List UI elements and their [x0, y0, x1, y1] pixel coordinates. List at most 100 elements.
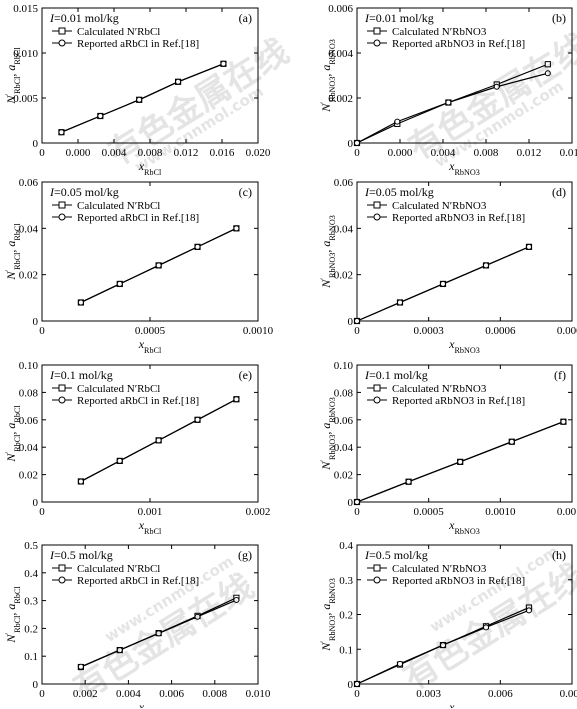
y-tick-label: 0.06	[19, 415, 39, 427]
legend-entry: Reported aRbNO3 in Ref.[18]	[392, 212, 525, 224]
x-tick-label: 0	[39, 147, 45, 159]
data-point-circle	[59, 130, 64, 135]
data-point-circle	[195, 244, 200, 249]
x-tick-label: 0.002	[73, 688, 98, 700]
x-tick-label: 0.016	[560, 147, 577, 159]
data-point-circle	[355, 500, 360, 505]
x-tick-label: 0.008	[474, 147, 499, 159]
ionic-strength-annotation: I=0.5 mol/kg	[364, 548, 428, 562]
data-point-circle	[484, 263, 489, 268]
x-tick-label: 0	[354, 325, 360, 337]
y-axis-label-group: N′RbNO3, aRbNO3	[319, 578, 337, 652]
y-tick-label: 0.06	[334, 415, 354, 427]
legend-entry: Reported aRbCl in Ref.[18]	[77, 395, 199, 407]
legend-square-marker	[59, 565, 65, 571]
x-axis-label: xRbNO3	[448, 337, 480, 355]
series-line-reported	[61, 64, 223, 132]
legend-entry: Calculated N′RbCl	[77, 200, 160, 212]
data-point-circle	[234, 397, 239, 402]
data-point-circle	[509, 439, 514, 444]
legend-entry: Calculated N′RbCl	[77, 563, 160, 575]
y-tick-label: 0.2	[24, 623, 38, 635]
x-tick-label: 0.004	[116, 688, 141, 700]
y-tick-label: 0.06	[19, 177, 39, 189]
legend-square-marker	[59, 385, 65, 391]
legend-entry: Reported aRbNO3 in Ref.[18]	[392, 38, 525, 50]
y-tick-label: 0	[33, 138, 39, 150]
y-tick-label: 0.08	[19, 387, 39, 399]
y-tick-label: 0.3	[339, 575, 353, 587]
data-point-circle	[221, 61, 226, 66]
x-tick-label: 0.0010	[485, 506, 516, 518]
data-point-circle	[494, 84, 499, 89]
y-tick-label: 0.1	[339, 644, 353, 656]
legend-entry: Reported aRbNO3 in Ref.[18]	[392, 575, 525, 587]
series-line-calculated	[357, 64, 548, 143]
legend-entry: Reported aRbCl in Ref.[18]	[77, 212, 199, 224]
y-tick-label: 0	[348, 316, 354, 328]
data-point-circle	[78, 479, 83, 484]
data-point-circle	[406, 479, 411, 484]
x-tick-label: 0.016	[210, 147, 235, 159]
x-tick-label: 0.008	[138, 147, 163, 159]
x-tick-label: 0.0015	[557, 506, 577, 518]
x-tick-label: 0.0006	[485, 325, 516, 337]
data-point-circle	[355, 682, 360, 687]
legend-circle-marker	[374, 214, 380, 220]
data-point-circle	[484, 625, 489, 630]
y-tick-label: 0.06	[334, 177, 354, 189]
x-tick-label: 0.001	[138, 506, 163, 518]
data-point-circle	[545, 71, 550, 76]
ionic-strength-annotation: I=0.05 mol/kg	[49, 185, 119, 199]
x-tick-label: 0.004	[431, 147, 456, 159]
data-point-square	[545, 62, 550, 67]
data-point-circle	[441, 643, 446, 648]
data-point-circle	[117, 281, 122, 286]
y-tick-label: 0	[33, 497, 39, 509]
legend-circle-marker	[59, 397, 65, 403]
legend-entry: Calculated N′RbCl	[77, 26, 160, 38]
x-tick-label: 0.0009	[557, 325, 577, 337]
y-tick-label: 0.02	[19, 470, 38, 482]
legend-square-marker	[59, 28, 65, 34]
y-tick-label: 0.08	[334, 387, 354, 399]
data-point-circle	[195, 614, 200, 619]
legend-square-marker	[374, 385, 380, 391]
x-tick-label: 0.008	[202, 688, 227, 700]
y-axis-label: N′RbNO3, aRbNO3	[319, 397, 337, 471]
ionic-strength-annotation: I=0.1 mol/kg	[364, 368, 428, 382]
series-line-reported	[357, 73, 548, 143]
data-point-circle	[234, 226, 239, 231]
y-axis-label: N′RbNO3, aRbNO3	[319, 578, 337, 652]
legend-entry: Calculated N′RbNO3	[392, 200, 487, 212]
legend-entry: Calculated N′RbNO3	[392, 563, 487, 575]
legend-square-marker	[374, 565, 380, 571]
x-tick-label: 0.003	[416, 688, 441, 700]
x-tick-label: 0.012	[174, 147, 199, 159]
y-tick-label: 0	[348, 679, 354, 691]
legend-circle-marker	[374, 397, 380, 403]
panel-label: (h)	[552, 548, 566, 562]
panel-label: (c)	[239, 185, 252, 199]
legend-entry: Reported aRbCl in Ref.[18]	[77, 38, 199, 50]
x-axis-label: xRbCl	[138, 518, 162, 536]
data-point-circle	[137, 97, 142, 102]
data-point-circle	[398, 300, 403, 305]
ionic-strength-annotation: I=0.01 mol/kg	[49, 11, 119, 25]
data-point-circle	[156, 631, 161, 636]
y-tick-label: 0.04	[334, 223, 354, 235]
x-tick-label: 0	[354, 147, 360, 159]
panel-label: (e)	[239, 368, 252, 382]
x-tick-label: 0.0005	[414, 506, 445, 518]
x-tick-label: 0	[39, 506, 45, 518]
y-tick-label: 0.4	[339, 540, 353, 552]
panel-label: (d)	[552, 185, 566, 199]
y-tick-label: 0.5	[24, 540, 38, 552]
y-axis-label: N′RbCl, aRbCl	[4, 586, 22, 644]
x-tick-label: 0.006	[488, 688, 513, 700]
data-point-circle	[527, 608, 532, 613]
